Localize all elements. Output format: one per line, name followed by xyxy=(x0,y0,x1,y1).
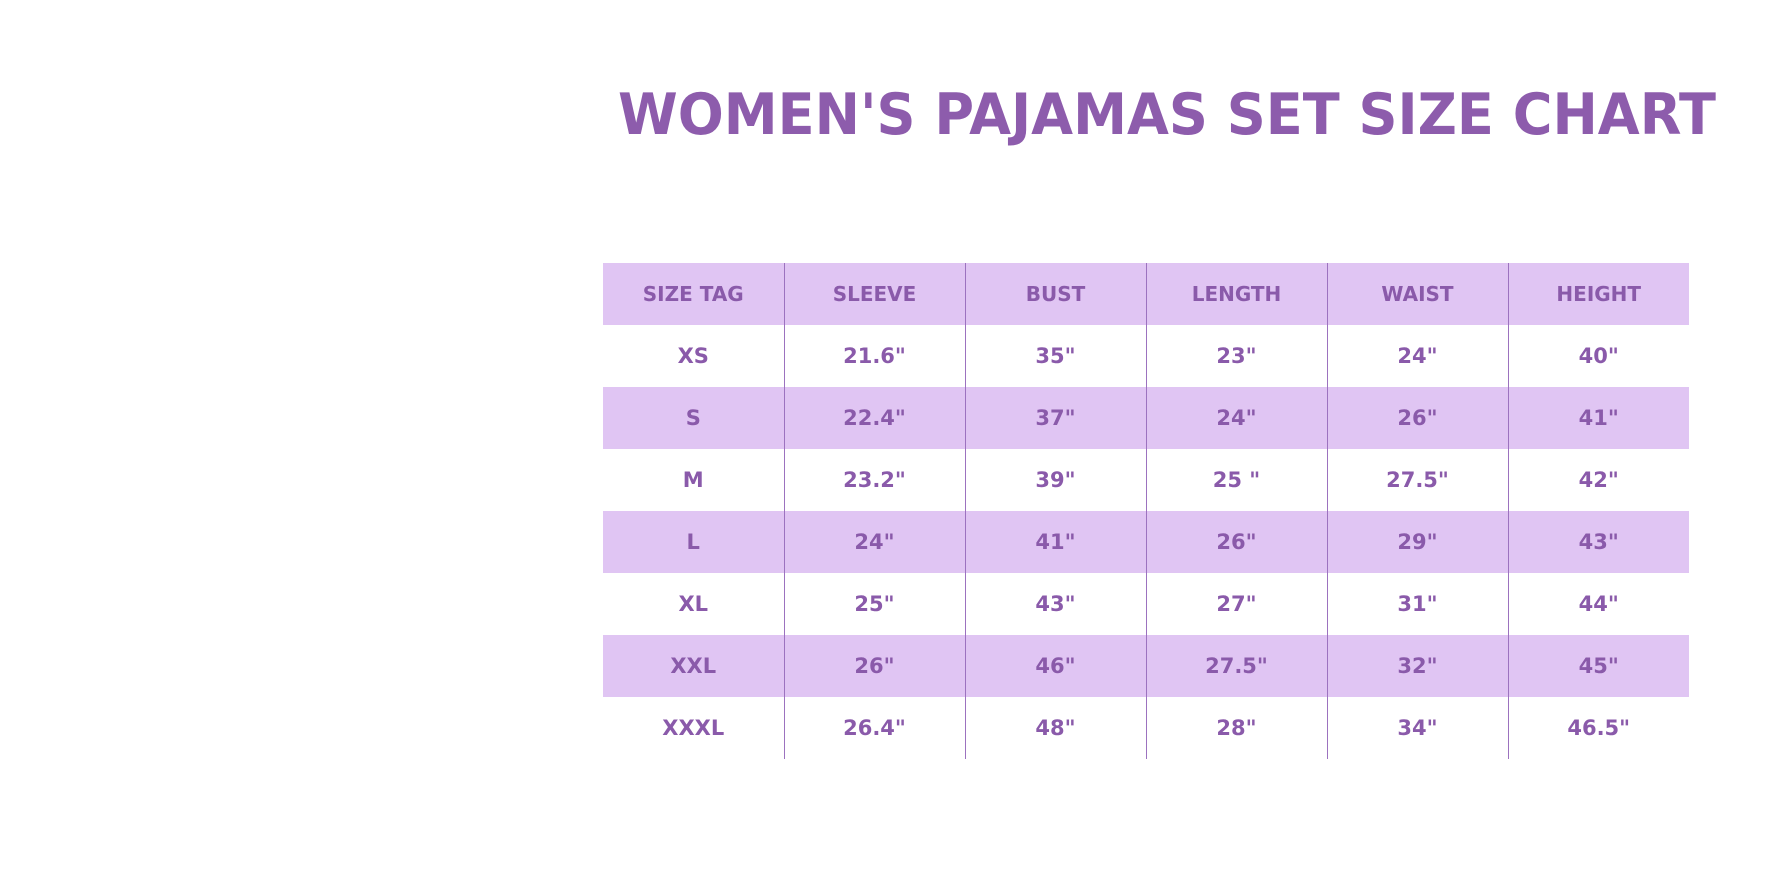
table-row: XXXL 26.4" 48" 28" 34" 46.5" xyxy=(603,697,1689,759)
cell-waist: 32" xyxy=(1326,635,1508,697)
cell-height: 44" xyxy=(1507,573,1689,635)
cell-sleeve: 21.6" xyxy=(783,325,965,387)
table-header-row: SIZE TAG SLEEVE BUST LENGTH WAIST HEIGHT xyxy=(603,263,1689,325)
cell-bust: 48" xyxy=(964,697,1146,759)
cell-sleeve: 26.4" xyxy=(783,697,965,759)
cell-height: 41" xyxy=(1507,387,1689,449)
cell-height: 40" xyxy=(1507,325,1689,387)
header-bust: BUST xyxy=(964,263,1146,325)
cell-length: 28" xyxy=(1145,697,1327,759)
cell-sleeve: 22.4" xyxy=(783,387,965,449)
cell-length: 27.5" xyxy=(1145,635,1327,697)
cell-waist: 26" xyxy=(1326,387,1508,449)
cell-sleeve: 26" xyxy=(783,635,965,697)
table-row: XS 21.6" 35" 23" 24" 40" xyxy=(603,325,1689,387)
cell-waist: 24" xyxy=(1326,325,1508,387)
cell-length: 25 " xyxy=(1145,449,1327,511)
cell-bust: 35" xyxy=(964,325,1146,387)
cell-bust: 39" xyxy=(964,449,1146,511)
cell-sleeve: 24" xyxy=(783,511,965,573)
header-waist: WAIST xyxy=(1326,263,1508,325)
cell-size-tag: M xyxy=(682,468,704,492)
table-row: S 22.4" 37" 24" 26" 41" xyxy=(603,387,1689,449)
cell-waist: 31" xyxy=(1326,573,1508,635)
cell-bust: 41" xyxy=(964,511,1146,573)
cell-size-tag: S xyxy=(685,406,701,430)
header-height: HEIGHT xyxy=(1507,263,1689,325)
cell-length: 27" xyxy=(1145,573,1327,635)
cell-height: 46.5" xyxy=(1507,697,1689,759)
cell-height: 45" xyxy=(1507,635,1689,697)
header-sleeve: SLEEVE xyxy=(783,263,965,325)
table-row: M 23.2" 39" 25 " 27.5" 42" xyxy=(603,449,1689,511)
cell-bust: 46" xyxy=(964,635,1146,697)
size-chart-table: SIZE TAG SLEEVE BUST LENGTH WAIST HEIGHT… xyxy=(603,263,1689,759)
header-size-tag: SIZE TAG xyxy=(642,282,744,306)
cell-sleeve: 25" xyxy=(783,573,965,635)
table-row: L 24" 41" 26" 29" 43" xyxy=(603,511,1689,573)
cell-size-tag: XXL xyxy=(670,654,717,678)
cell-length: 24" xyxy=(1145,387,1327,449)
cell-size-tag: XXXL xyxy=(662,716,725,740)
cell-bust: 43" xyxy=(964,573,1146,635)
table-row: XXL 26" 46" 27.5" 32" 45" xyxy=(603,635,1689,697)
cell-height: 43" xyxy=(1507,511,1689,573)
cell-waist: 29" xyxy=(1326,511,1508,573)
cell-height: 42" xyxy=(1507,449,1689,511)
cell-sleeve: 23.2" xyxy=(783,449,965,511)
cell-size-tag: L xyxy=(686,530,700,554)
table-row: XL 25" 43" 27" 31" 44" xyxy=(603,573,1689,635)
cell-bust: 37" xyxy=(964,387,1146,449)
cell-waist: 27.5" xyxy=(1326,449,1508,511)
page-title: WOMEN'S PAJAMAS SET SIZE CHART xyxy=(618,82,1716,148)
cell-waist: 34" xyxy=(1326,697,1508,759)
header-length: LENGTH xyxy=(1145,263,1327,325)
cell-length: 23" xyxy=(1145,325,1327,387)
cell-size-tag: XL xyxy=(678,592,709,616)
cell-length: 26" xyxy=(1145,511,1327,573)
cell-size-tag: XS xyxy=(677,344,709,368)
